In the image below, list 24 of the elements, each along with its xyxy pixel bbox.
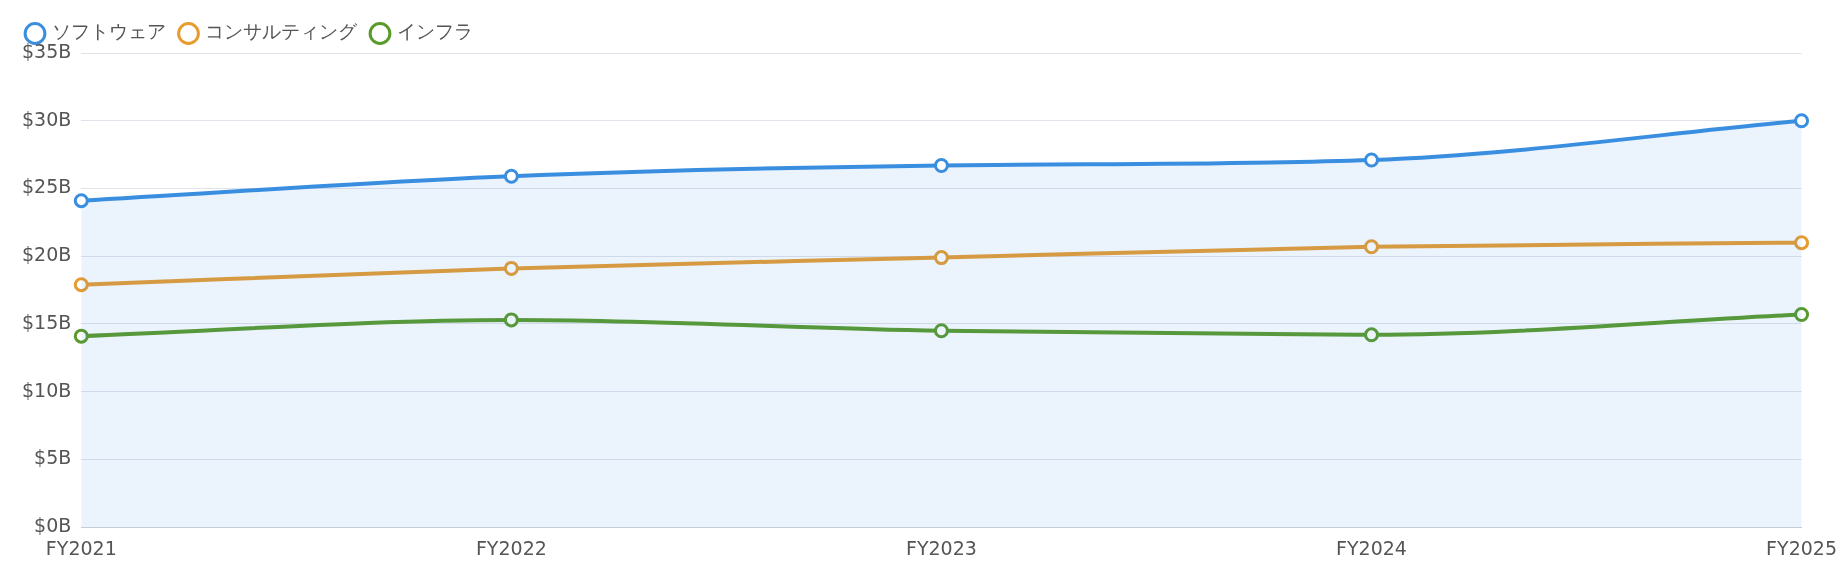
x-tick-label: FY2023 (905, 536, 977, 559)
point (503, 260, 519, 276)
point (503, 312, 519, 328)
x-tick-label: FY2022 (475, 536, 547, 559)
x-tick-label: FY2024 (1336, 536, 1407, 559)
x-tick-label: FY2021 (45, 536, 117, 559)
point (933, 323, 949, 339)
y-tick-label: $30B (21, 107, 72, 130)
y-tick-label: $15B (21, 310, 72, 333)
y-tick-label: $10B (21, 378, 72, 401)
point (933, 250, 949, 266)
point (73, 328, 89, 344)
point (1794, 235, 1810, 251)
point (73, 277, 89, 293)
point (1363, 327, 1379, 343)
legend-label: コンサルティング (205, 20, 358, 43)
y-tick-label: $25B (21, 175, 72, 198)
x-tick-label: FY2025 (1766, 536, 1837, 559)
y-tick-label: $5B (34, 446, 72, 469)
point (1794, 306, 1810, 322)
legend-label: インフラ (396, 20, 473, 43)
y-tick-label: $0B (34, 514, 72, 537)
y-tick-label: $20B (21, 243, 72, 266)
point (1363, 239, 1379, 255)
